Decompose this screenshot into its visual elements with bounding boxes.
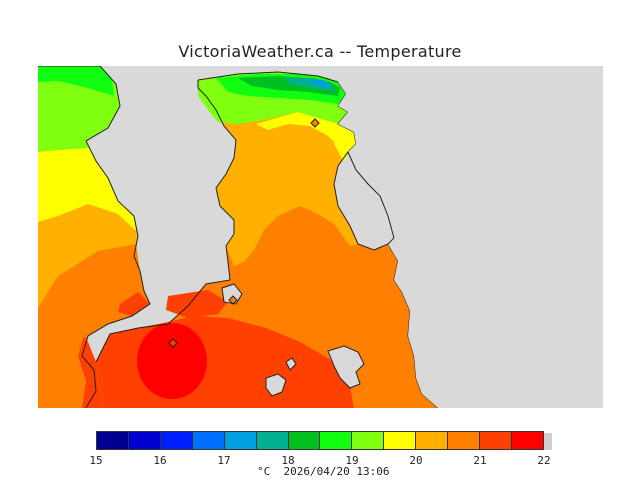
legend-tick-label: 16 bbox=[153, 454, 167, 467]
vancouver-island-region bbox=[38, 66, 151, 408]
legend-tick-label: 19 bbox=[345, 454, 359, 467]
san-juan-islands bbox=[265, 345, 365, 397]
station-marker-south[interactable] bbox=[168, 338, 178, 348]
legend-color-cell bbox=[511, 432, 543, 449]
saanich-peninsula-region bbox=[95, 71, 439, 408]
legend-footer: °C 2026/04/20 13:06 bbox=[257, 465, 389, 478]
timestamp: 2026/04/20 13:06 bbox=[283, 465, 390, 478]
legend-color-cell bbox=[416, 432, 449, 449]
legend-color-cell bbox=[224, 432, 257, 449]
legend-tick-label: 20 bbox=[409, 454, 423, 467]
legend-color-cell bbox=[97, 432, 129, 449]
legend-color-cell bbox=[192, 432, 225, 449]
legend-color-cell bbox=[384, 432, 417, 449]
station-markers bbox=[168, 118, 320, 348]
legend-tick-label: 15 bbox=[89, 454, 103, 467]
station-marker-north[interactable] bbox=[310, 118, 320, 128]
color-legend bbox=[96, 431, 552, 451]
legend-color-cell bbox=[448, 432, 481, 449]
legend-tick-label: 21 bbox=[473, 454, 487, 467]
legend-tick-label: 17 bbox=[217, 454, 231, 467]
legend-bar bbox=[96, 431, 544, 450]
station-marker-mid[interactable] bbox=[228, 295, 238, 305]
warm-core bbox=[137, 323, 207, 399]
legend-color-cell bbox=[256, 432, 289, 449]
chart-title: VictoriaWeather.ca -- Temperature bbox=[178, 42, 462, 61]
legend-color-cell bbox=[352, 432, 385, 449]
mainland-region bbox=[338, 66, 603, 408]
legend-shadow bbox=[544, 433, 552, 450]
legend-tick-label: 18 bbox=[281, 454, 295, 467]
legend-color-cell bbox=[160, 432, 193, 449]
temperature-map bbox=[38, 66, 603, 408]
unit-label: °C bbox=[257, 465, 271, 478]
legend-color-cell bbox=[320, 432, 353, 449]
map-svg bbox=[38, 66, 603, 408]
legend-tick-label: 22 bbox=[537, 454, 551, 467]
legend-color-cell bbox=[128, 432, 161, 449]
legend-color-cell bbox=[288, 432, 321, 449]
legend-color-cell bbox=[480, 432, 512, 449]
